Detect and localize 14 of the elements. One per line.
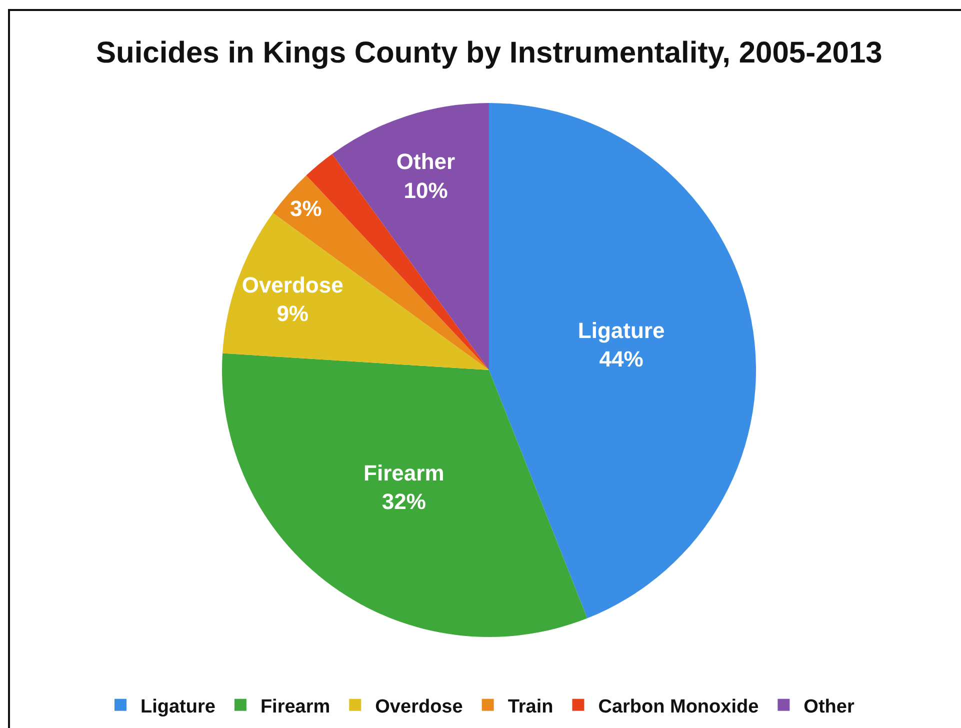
- pie-slice: [489, 103, 756, 618]
- data-label: Firearm 32%: [364, 460, 444, 514]
- legend-label: Carbon Monoxide: [598, 696, 759, 718]
- legend-label: Train: [508, 696, 554, 718]
- legend-label: Other: [804, 696, 855, 718]
- legend-label: Firearm: [260, 696, 330, 718]
- data-label: Ligature 44%: [578, 318, 665, 372]
- data-label: 3%: [290, 196, 322, 222]
- pie-slice: [222, 353, 588, 637]
- chart-title: Suicides in Kings County by Instrumentality, 2005-2013: [96, 36, 882, 70]
- legend-label: Ligature: [140, 696, 216, 718]
- data-label: Overdose 9%: [242, 272, 344, 326]
- data-label: Other 10%: [396, 149, 456, 203]
- legend-label: Overdose: [375, 696, 463, 718]
